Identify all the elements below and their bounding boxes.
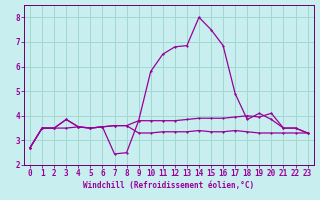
X-axis label: Windchill (Refroidissement éolien,°C): Windchill (Refroidissement éolien,°C)	[83, 181, 254, 190]
